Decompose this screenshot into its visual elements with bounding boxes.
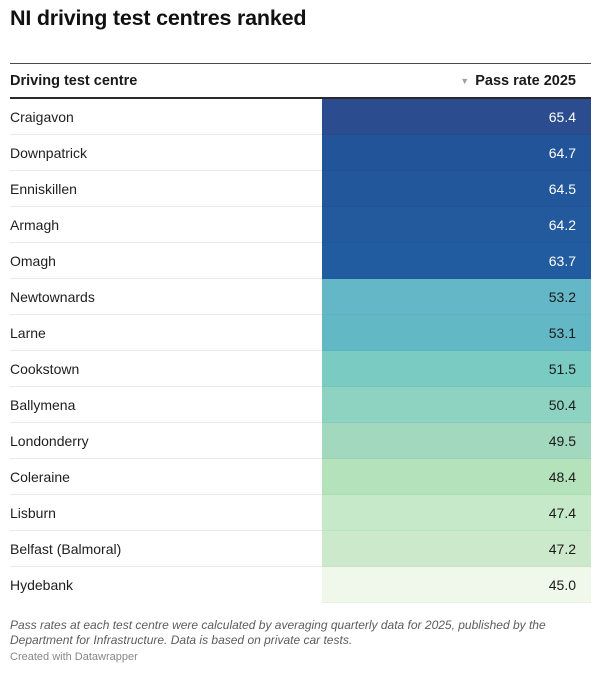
centre-name-cell: Armagh: [10, 207, 322, 243]
centre-name-cell: Hydebank: [10, 577, 74, 593]
centre-name-cell: Lisburn: [10, 495, 322, 531]
pass-rate-cell: 45.0: [322, 567, 591, 603]
pass-rate-cell: 50.4: [322, 387, 591, 423]
centre-name-cell: Enniskillen: [10, 171, 322, 207]
table-row: Belfast (Balmoral) 47.2: [10, 531, 591, 567]
pass-rate-cell: 64.2: [322, 207, 591, 243]
table-header: Driving test centre ▼ Pass rate 2025: [10, 64, 591, 99]
table-row: Ballymena 50.4: [10, 387, 591, 423]
centre-name-cell: Coleraine: [10, 459, 322, 495]
column-header-pass-rate[interactable]: ▼ Pass rate 2025: [460, 73, 591, 89]
table-row: Newtownards 53.2: [10, 279, 591, 315]
pass-rate-cell: 53.1: [322, 315, 591, 351]
centre-name-cell: Londonderry: [10, 423, 322, 459]
pass-rate-cell: 53.2: [322, 279, 591, 315]
chart-title: NI driving test centres ranked: [10, 6, 307, 30]
table-row: Armagh 64.2: [10, 207, 591, 243]
centre-name-cell: Cookstown: [10, 351, 322, 387]
pass-rate-cell: 51.5: [322, 351, 591, 387]
pass-rate-cell: 64.7: [322, 135, 591, 171]
table-row: Craigavon 65.4: [10, 99, 591, 135]
centre-name-cell: Belfast (Balmoral): [10, 531, 322, 567]
table-row: Enniskillen 64.5: [10, 171, 591, 207]
table-row: Hydebank 45.0: [10, 567, 591, 603]
table-row: Londonderry 49.5: [10, 423, 591, 459]
pass-rate-cell: 49.5: [322, 423, 591, 459]
centre-name-cell: Downpatrick: [10, 135, 322, 171]
pass-rate-cell: 47.2: [322, 531, 591, 567]
chart-notes: Pass rates at each test centre were calc…: [10, 618, 546, 647]
ranking-table: Driving test centre ▼ Pass rate 2025 Cra…: [10, 63, 591, 603]
table-row: Downpatrick 64.7: [10, 135, 591, 171]
centre-name-cell: Ballymena: [10, 387, 322, 423]
pass-rate-cell: 64.5: [322, 171, 591, 207]
pass-rate-cell: 63.7: [322, 243, 591, 279]
table-row: Lisburn 47.4: [10, 495, 591, 531]
table-body: Craigavon 65.4 Downpatrick 64.7 Enniskillen 6…: [10, 99, 591, 603]
table-row: Coleraine 48.4: [10, 459, 591, 495]
centre-name-cell: Omagh: [10, 243, 322, 279]
centre-name-cell: Larne: [10, 315, 322, 351]
top-rule: [10, 63, 591, 64]
sort-descending-icon[interactable]: ▼: [460, 76, 470, 86]
table-row: Cookstown 51.5: [10, 351, 591, 387]
pass-rate-cell: 48.4: [322, 459, 591, 495]
pass-rate-cell: 47.4: [322, 495, 591, 531]
column-header-pass-rate-label: Pass rate 2025: [475, 72, 576, 89]
credit-line: Created with Datawrapper: [10, 651, 138, 663]
table-row: Omagh 63.7: [10, 243, 591, 279]
pass-rate-cell: 65.4: [322, 99, 591, 135]
column-header-centre[interactable]: Driving test centre: [10, 72, 138, 89]
centre-name-cell: Newtownards: [10, 279, 322, 315]
centre-name-cell: Craigavon: [10, 99, 322, 135]
table-row: Larne 53.1: [10, 315, 591, 351]
